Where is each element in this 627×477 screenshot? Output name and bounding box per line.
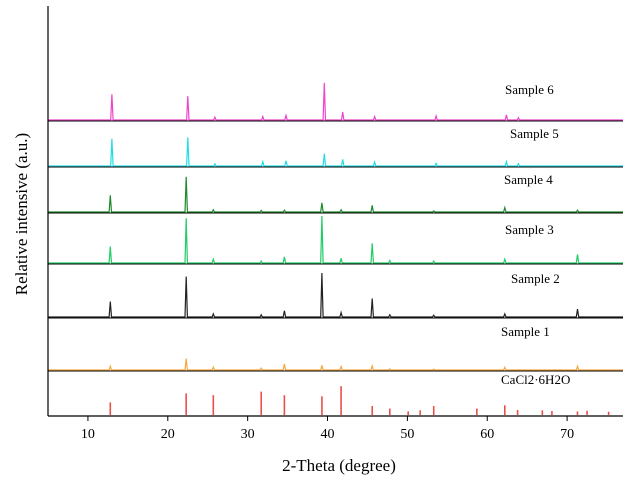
- x-tick-label: 50: [400, 427, 414, 442]
- x-tick-label: 10: [81, 427, 95, 442]
- x-tick-label: 40: [321, 427, 335, 442]
- series-label: Sample 5: [510, 126, 559, 141]
- series-sample-3: [48, 215, 623, 264]
- y-axis-title: Relative intensive (a.u.): [12, 133, 31, 295]
- series-sample-6: [48, 82, 623, 121]
- series-sample-2: [48, 272, 623, 318]
- series-line: [48, 82, 623, 121]
- x-tick-label: 70: [560, 427, 574, 442]
- x-axis-title: 2-Theta (degree): [282, 456, 396, 475]
- series-label: Sample 4: [504, 172, 553, 187]
- series-cacl2-6h2o: [109, 386, 610, 415]
- series-line: [48, 272, 623, 318]
- plot-area: [48, 82, 623, 415]
- series-label: Sample 2: [511, 271, 560, 286]
- series-label: Sample 1: [501, 324, 550, 339]
- series-line: [48, 137, 623, 167]
- series-labels: CaCl2·6H2O Sample 1 Sample 2 Sample 3 Sample…: [501, 82, 570, 387]
- series-line: [48, 176, 623, 213]
- series-sample-1: [48, 358, 623, 371]
- x-tick-label: 60: [480, 427, 494, 442]
- series-sample-4: [48, 176, 623, 213]
- series-line: [48, 215, 623, 264]
- series-label: Sample 6: [505, 82, 554, 97]
- series-line: [48, 358, 623, 371]
- series-label: CaCl2·6H2O: [501, 372, 570, 387]
- series-sample-5: [48, 137, 623, 167]
- series-label: Sample 3: [505, 222, 554, 237]
- x-tick-label: 30: [241, 427, 255, 442]
- x-tick-label: 20: [161, 427, 175, 442]
- axes: 10 20 30 40 50 60 70: [47, 6, 623, 442]
